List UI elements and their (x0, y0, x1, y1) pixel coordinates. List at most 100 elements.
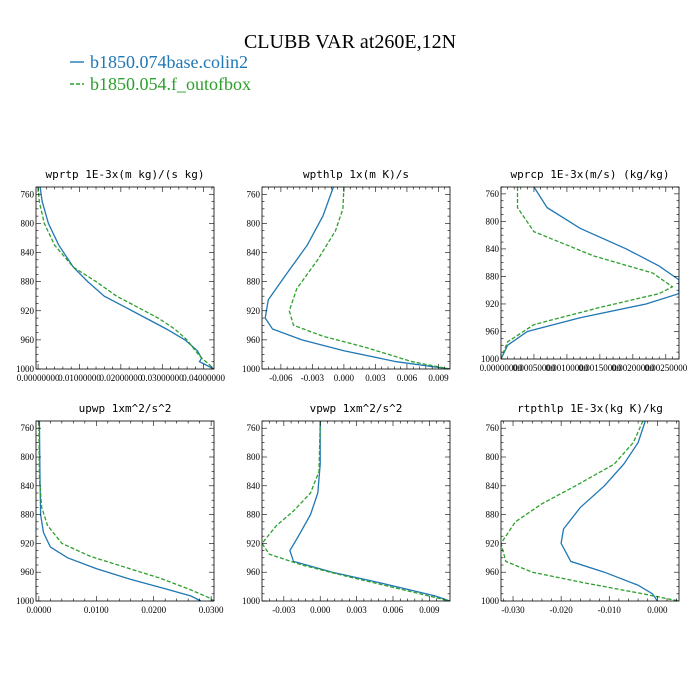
y-tick-label: 760 (247, 423, 261, 433)
x-tick-label: 0.04000000 (182, 373, 225, 383)
x-tick-label: -0.020 (550, 605, 574, 615)
y-tick-label: 760 (486, 423, 500, 433)
x-tick-label: 0.009 (419, 605, 440, 615)
y-tick-label: 1000 (481, 596, 500, 606)
x-tick-label: 0.00050000 (513, 363, 556, 373)
series-line-colin2 (39, 187, 214, 369)
y-tick-label: 960 (21, 335, 35, 345)
x-tick-label: 0.00100000 (546, 363, 589, 373)
x-tick-label: 0.006 (383, 605, 404, 615)
series-line-colin2 (38, 421, 202, 601)
x-tick-label: 0.00250000 (644, 363, 687, 373)
y-tick-label: 760 (21, 189, 35, 199)
x-tick-label: 0.0200 (141, 605, 166, 615)
series-line-colin2 (289, 421, 450, 601)
series-line-outofbox (501, 421, 679, 601)
plot-frame (35, 186, 215, 370)
legend-label-1: b1850.074base.colin2 (90, 52, 248, 72)
x-tick-label: 0.003 (346, 605, 367, 615)
x-tick-label: -0.010 (598, 605, 622, 615)
x-tick-label: 0.009 (428, 373, 449, 383)
x-tick-label: 0.00000000 (480, 363, 523, 373)
x-tick-label: 0.01000000 (58, 373, 101, 383)
y-tick-label: 840 (247, 248, 261, 258)
y-tick-label: 1000 (16, 364, 35, 374)
plot-frame (261, 186, 451, 370)
plot-frame (500, 186, 680, 360)
x-tick-label: -0.006 (269, 373, 293, 383)
panel-title: vpwp 1xm^2/s^2 (310, 402, 403, 415)
panel-title: wpthlp 1x(m K)/s (303, 168, 409, 181)
x-tick-label: 0.003 (365, 373, 386, 383)
y-tick-label: 880 (247, 510, 261, 520)
y-tick-label: 840 (21, 248, 35, 258)
x-tick-label: 0.000 (334, 373, 355, 383)
x-tick-label: -0.030 (501, 605, 525, 615)
y-tick-label: 1000 (481, 354, 500, 364)
series-line-outofbox (38, 421, 214, 601)
series-line-outofbox (288, 187, 450, 369)
legend: b1850.074base.colin2 b1850.054.f_outofbo… (70, 52, 251, 94)
panel-title: rtpthlp 1E-3x(kg K)/kg (517, 402, 663, 415)
y-tick-label: 840 (247, 481, 261, 491)
y-tick-label: 920 (486, 299, 500, 309)
y-tick-label: 760 (486, 189, 500, 199)
x-tick-label: 0.0300 (199, 605, 224, 615)
series-line-colin2 (501, 187, 679, 359)
x-tick-label: 0.03000000 (141, 373, 184, 383)
plot-frame (35, 420, 215, 602)
plot-frame (261, 420, 451, 602)
panel-title: wprcp 1E-3x(m/s) (kg/kg) (511, 168, 670, 181)
y-tick-label: 960 (247, 335, 261, 345)
panel-title: wprtp 1E-3x(m kg)/(s kg) (46, 168, 205, 181)
x-tick-label: 0.0000 (26, 605, 51, 615)
y-tick-label: 800 (486, 216, 500, 226)
panel-title: upwp 1xm^2/s^2 (79, 402, 172, 415)
panel-4: upwp 1xm^2/s^2 760 800 840 880 920 960 10000.00… (16, 402, 224, 615)
x-tick-label: 0.0100 (84, 605, 109, 615)
y-tick-label: 840 (21, 481, 35, 491)
y-tick-label: 920 (247, 306, 261, 316)
y-tick-label: 840 (486, 481, 500, 491)
panel-2: wpthlp 1x(m K)/s 760 800 840 880 920 960 1000 -0… (242, 168, 451, 383)
y-tick-label: 880 (247, 277, 261, 287)
y-tick-label: 920 (486, 538, 500, 548)
y-tick-label: 800 (247, 218, 261, 228)
y-tick-label: 840 (486, 244, 500, 254)
x-tick-label: 0.000 (647, 605, 668, 615)
y-tick-label: 760 (247, 189, 261, 199)
x-tick-label: 0.02000000 (99, 373, 142, 383)
y-tick-label: 800 (247, 452, 261, 462)
legend-label-2: b1850.054.f_outofbox (90, 74, 251, 94)
x-tick-label: 0.00000000 (17, 373, 60, 383)
panel-3: wprcp 1E-3x(m/s) (kg/kg) 760 800 840 880 920 9… (480, 168, 688, 373)
y-tick-label: 960 (247, 567, 261, 577)
y-tick-label: 880 (21, 510, 35, 520)
x-tick-label: 0.000 (310, 605, 331, 615)
y-tick-label: 960 (21, 567, 35, 577)
y-tick-label: 920 (247, 538, 261, 548)
x-tick-label: 0.006 (397, 373, 418, 383)
series-line-outofbox (501, 187, 674, 359)
x-tick-label: 0.00200000 (611, 363, 654, 373)
y-tick-label: 1000 (242, 364, 261, 374)
panel-1: wprtp 1E-3x(m kg)/(s kg) 760 800 840 880 920 9… (16, 168, 226, 383)
y-tick-label: 800 (486, 452, 500, 462)
panels: wprtp 1E-3x(m kg)/(s kg) 760 800 840 880 920 9… (16, 168, 688, 615)
figure-title: CLUBB VAR at260E,12N (244, 31, 456, 53)
x-tick-label: -0.003 (301, 373, 325, 383)
series-line-colin2 (264, 187, 450, 369)
y-tick-label: 1000 (16, 596, 35, 606)
y-tick-label: 880 (21, 277, 35, 287)
y-tick-label: 960 (486, 567, 500, 577)
y-tick-label: 800 (21, 218, 35, 228)
y-tick-label: 1000 (242, 596, 261, 606)
y-tick-label: 960 (486, 326, 500, 336)
y-tick-label: 920 (21, 306, 35, 316)
y-tick-label: 880 (486, 510, 500, 520)
y-tick-label: 920 (21, 538, 35, 548)
panel-5: vpwp 1xm^2/s^2 760 800 840 880 920 960 1000 -0.0… (242, 402, 451, 615)
series-line-outofbox (37, 187, 214, 369)
y-tick-label: 760 (21, 423, 35, 433)
y-tick-label: 880 (486, 271, 500, 281)
